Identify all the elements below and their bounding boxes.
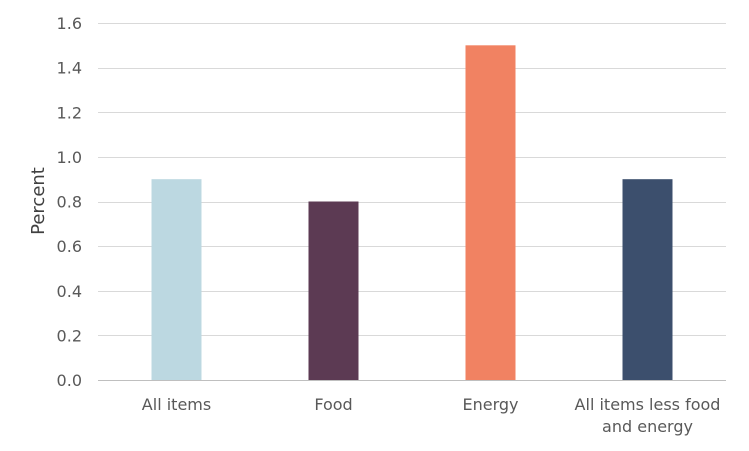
y-tick-label: 0.6	[57, 237, 82, 256]
y-tick-label: 1.4	[57, 59, 82, 78]
bars	[151, 45, 673, 380]
y-tick-label: 1.6	[57, 14, 82, 33]
gridlines	[98, 23, 726, 336]
bar	[151, 179, 202, 380]
x-category-label: All items less food and energy	[575, 395, 721, 436]
y-tick-label: 0.4	[57, 282, 82, 301]
y-tick-label: 0.2	[57, 326, 82, 345]
bar	[465, 45, 516, 380]
y-tick-label: 1.2	[57, 103, 82, 122]
y-tick-label: 0.0	[57, 371, 82, 390]
x-category-label: All items	[142, 395, 211, 414]
y-axis-ticks: 0.0 0.2 0.4 0.6 0.8 1.0 1.2 1.4 1.6	[57, 14, 82, 390]
x-category-label: Food	[314, 395, 352, 414]
bar	[308, 201, 359, 380]
x-category-label: Energy	[462, 395, 518, 414]
y-axis-title: Percent	[28, 167, 49, 235]
bar	[622, 179, 673, 380]
y-tick-label: 0.8	[57, 193, 82, 212]
x-axis-labels: All items Food Energy All items less food an…	[142, 395, 721, 436]
y-tick-label: 1.0	[57, 148, 82, 167]
